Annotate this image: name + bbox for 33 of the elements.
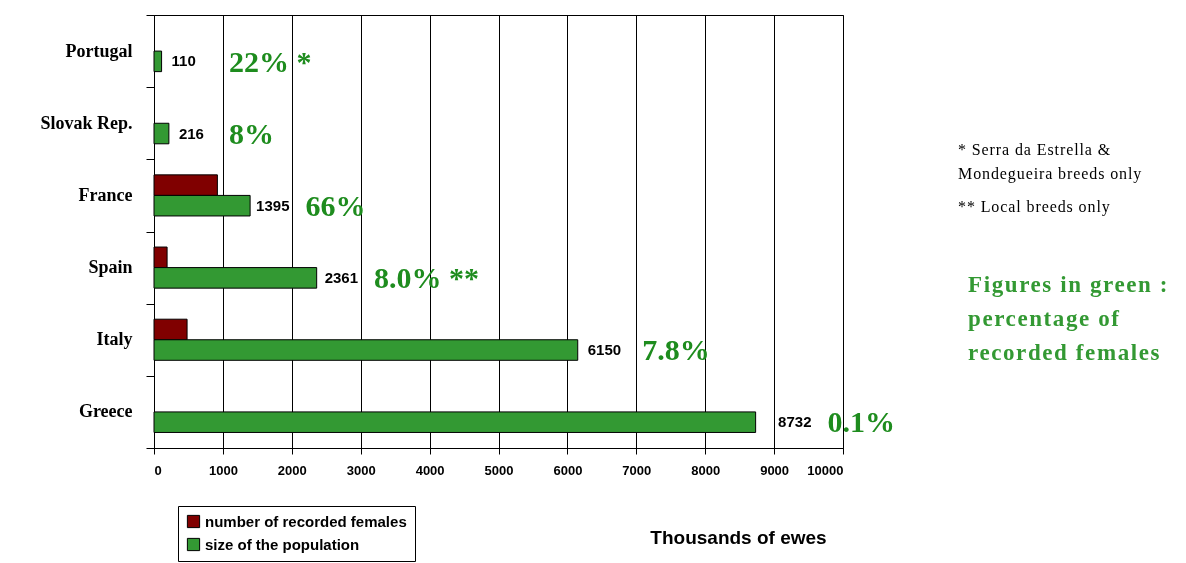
y-tick-label: Italy (96, 329, 133, 350)
x-tick-label: 7000 (622, 462, 652, 478)
y-tick-label: France (78, 184, 133, 205)
text: Figures in green : percentage of recorded females (968, 271, 1171, 367)
y-tick-label: Spain (88, 257, 133, 278)
x-tick-label: 8000 (691, 462, 721, 478)
data-label: 2361 (324, 268, 359, 286)
data-label: 216 (178, 124, 204, 142)
y-tick-label: Slovak Rep. (40, 112, 133, 133)
text: * Serra da Estrella & Mondegueira breeds only (958, 140, 1144, 185)
legend-label: size of the population (205, 535, 360, 553)
x-tick-label: 10000 (807, 462, 844, 478)
x-tick-label: 2000 (277, 462, 307, 478)
x-axis-title: Thousands of ewes (650, 526, 827, 548)
annotation: 22% * (228, 44, 312, 78)
y-tick-label: Greece (78, 401, 133, 422)
text: ** Local breeds only (958, 197, 1112, 218)
y-tick-label: Portugal (65, 40, 133, 61)
annotation: 8% (228, 116, 274, 150)
data-label: 110 (171, 52, 196, 70)
data-label: 6150 (587, 341, 622, 359)
x-tick-label: 0 (154, 462, 162, 478)
x-tick-label: 4000 (415, 462, 445, 478)
x-tick-label: 9000 (760, 462, 790, 478)
data-label: 1395 (256, 196, 290, 214)
bar (153, 50, 163, 73)
x-tick-label: 1000 (208, 462, 238, 478)
bar (153, 122, 170, 145)
x-tick-label: 3000 (346, 462, 376, 478)
x-tick-label: 5000 (484, 462, 514, 478)
x-tick-label: 6000 (553, 462, 583, 478)
legend-label: number of recorded females (205, 512, 407, 530)
data-label: 8732 (778, 413, 812, 431)
